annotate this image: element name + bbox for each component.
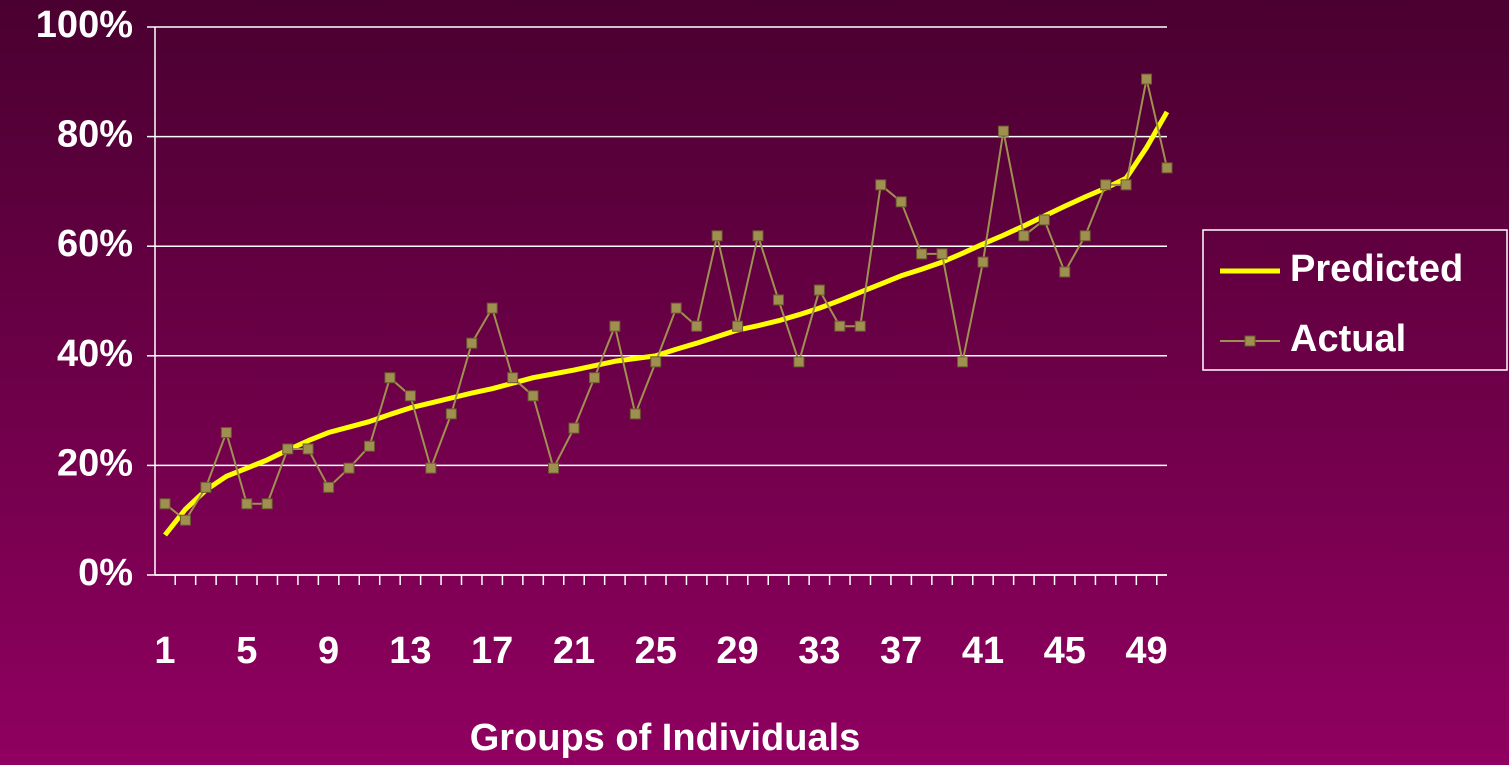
data-point (609, 320, 621, 332)
data-point (323, 481, 335, 493)
y-tick-label: 100% (36, 4, 133, 46)
data-point (691, 320, 703, 332)
data-point (629, 408, 641, 420)
data-point (895, 196, 907, 208)
y-tick-label: 0% (78, 552, 133, 594)
data-point (179, 514, 191, 526)
y-tick-label: 80% (57, 114, 133, 156)
data-point (425, 462, 437, 474)
data-point (384, 372, 396, 384)
data-point (1141, 73, 1153, 85)
x-tick-label: 25 (635, 630, 677, 672)
data-point (507, 372, 519, 384)
data-point (752, 230, 764, 242)
series-line (163, 110, 1170, 537)
data-point (261, 498, 273, 510)
x-tick-label: 1 (154, 630, 175, 672)
data-point (220, 427, 232, 439)
x-tick-label: 33 (798, 630, 840, 672)
data-point (282, 443, 294, 455)
x-tick-label: 9 (318, 630, 339, 672)
data-point (159, 498, 171, 510)
data-point (670, 302, 682, 314)
data-point (834, 320, 846, 332)
data-point (772, 294, 784, 306)
x-tick-label: 41 (962, 630, 1004, 672)
data-point (1079, 230, 1091, 242)
data-point (1018, 230, 1030, 242)
data-point (793, 356, 805, 368)
data-point (732, 320, 744, 332)
y-tick-label: 40% (57, 333, 133, 375)
data-point (1059, 266, 1071, 278)
data-point (466, 337, 478, 349)
y-tick-label: 60% (57, 223, 133, 265)
legend-marker (1244, 335, 1256, 347)
data-point (445, 408, 457, 420)
data-point (916, 248, 928, 260)
data-point (588, 372, 600, 384)
series-line (164, 78, 1168, 522)
data-point (854, 320, 866, 332)
data-point (711, 230, 723, 242)
data-point (486, 302, 498, 314)
data-point (404, 390, 416, 402)
data-point (527, 390, 539, 402)
y-tick-label: 20% (57, 442, 133, 484)
x-tick-label: 29 (716, 630, 758, 672)
data-point (302, 443, 314, 455)
data-point (997, 125, 1009, 137)
data-point (813, 284, 825, 296)
data-point (1161, 162, 1173, 174)
data-point (343, 462, 355, 474)
data-point (957, 356, 969, 368)
x-axis-title: Groups of Individuals (470, 717, 861, 759)
data-point (200, 481, 212, 493)
data-point (241, 498, 253, 510)
legend-label: Actual (1290, 318, 1406, 360)
x-tick-label: 13 (389, 630, 431, 672)
data-point (977, 256, 989, 268)
data-point (650, 356, 662, 368)
x-tick-label: 49 (1125, 630, 1167, 672)
data-point (363, 440, 375, 452)
data-point (936, 248, 948, 260)
data-point (875, 179, 887, 191)
x-tick-label: 45 (1044, 630, 1086, 672)
x-tick-label: 5 (236, 630, 257, 672)
data-point (1038, 214, 1050, 226)
legend-box (1202, 229, 1508, 371)
data-point (1120, 179, 1132, 191)
data-point (548, 462, 560, 474)
x-tick-label: 21 (553, 630, 595, 672)
x-tick-label: 17 (471, 630, 513, 672)
x-tick-label: 37 (880, 630, 922, 672)
data-point (568, 422, 580, 434)
legend-label: Predicted (1290, 248, 1463, 290)
data-point (1100, 179, 1112, 191)
